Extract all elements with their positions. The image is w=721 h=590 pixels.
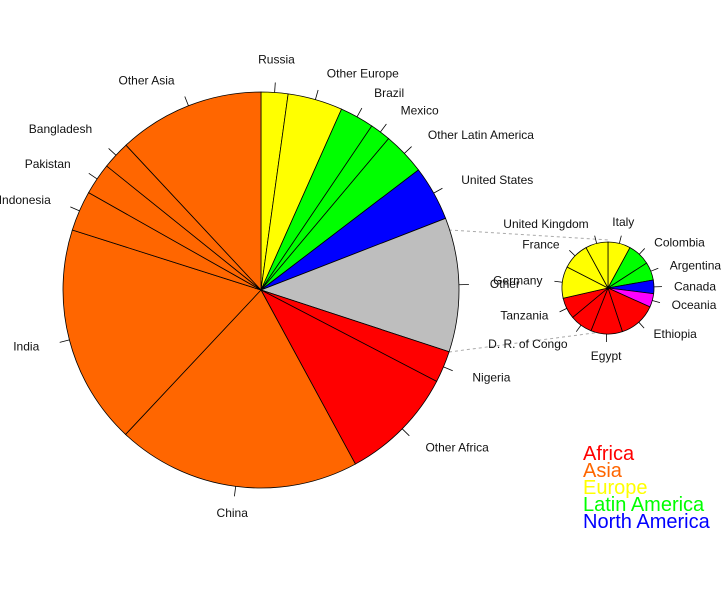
slice-label-italy: Italy [612,215,634,229]
connector-line-top [448,229,610,241]
slice-label-d-r-of-congo: D. R. of Congo [488,337,568,351]
label-tick-france [569,250,576,257]
slice-label-other-europe: Other Europe [327,67,399,81]
slice-label-tanzania: Tanzania [500,308,548,322]
label-tick-mexico [380,123,387,133]
slice-label-india: India [13,340,39,354]
slice-label-other-asia: Other Asia [119,74,175,88]
label-tick-colombia [638,248,646,255]
slice-label-brazil: Brazil [374,86,404,100]
slice-label-bangladesh: Bangladesh [29,122,92,136]
label-tick-other-asia [184,96,189,106]
connector-line-bottom [448,330,610,353]
slice-label-ethiopia: Ethiopia [653,327,697,341]
slice-label-other: Other [490,277,520,291]
slice-label-nigeria: Nigeria [472,370,510,384]
label-tick-italy [618,235,622,244]
label-tick-india [59,339,70,343]
legend-item-africa: Africa [583,443,635,465]
slice-label-other-latin-america: Other Latin America [428,128,534,142]
slice-label-oceania: Oceania [672,298,717,312]
label-tick-pakistan [88,172,98,180]
slice-label-colombia: Colombia [654,236,705,250]
label-tick-other-africa [401,428,410,437]
legend-item-europe: Europe [583,477,648,499]
slice-label-germany: Germany [493,273,542,287]
pie-slice-other-asia [125,91,262,292]
label-tick-tanzania [559,308,567,313]
legend-item-north-america: North America [583,511,711,533]
label-tick-argentina [650,267,659,272]
main-pie: Russia Other Europe Brazil Mexico Other Lati… [0,53,534,521]
slice-label-pakistan: Pakistan [25,157,71,171]
slice-label-united-kingdom: United Kingdom [503,217,588,231]
label-tick-ethiopia [638,321,645,329]
slice-label-other-africa: Other Africa [425,441,489,455]
slice-label-china: China [217,506,249,520]
label-tick-indonesia [70,206,80,212]
label-tick-united-states [433,187,443,194]
pie-slice-other-africa [260,289,438,465]
slice-label-france: France [522,238,560,252]
slice-label-russia: Russia [258,53,295,67]
label-tick-brazil [356,107,363,118]
slice-label-indonesia: Indonesia [0,193,51,207]
slice-label-egypt: Egypt [591,349,622,363]
slice-label-canada: Canada [674,279,716,293]
other-breakdown-pie: Italy Colombia Argentina Canada Oceania Ethio… [488,215,721,363]
slice-label-united-states: United States [461,173,533,187]
label-tick-oceania [652,300,661,304]
label-tick-united-kingdom [594,235,598,244]
label-tick-germany [554,280,563,283]
slice-label-argentina: Argentina [670,258,721,272]
legend-item-asia: Asia [583,460,623,482]
label-tick-russia [274,82,276,93]
label-tick-other-europe [314,89,319,100]
label-tick-nigeria [443,366,453,372]
label-tick-bangladesh [108,148,117,156]
pie-slice-china [124,289,356,489]
label-tick-other-latin-america [404,146,412,154]
label-tick-china [234,486,237,497]
label-tick-d-r-of-congo [575,324,582,332]
pie-slice-united-kingdom [585,241,609,289]
legend-item-latin-america: Latin America [583,494,705,516]
slice-label-mexico: Mexico [401,103,439,117]
